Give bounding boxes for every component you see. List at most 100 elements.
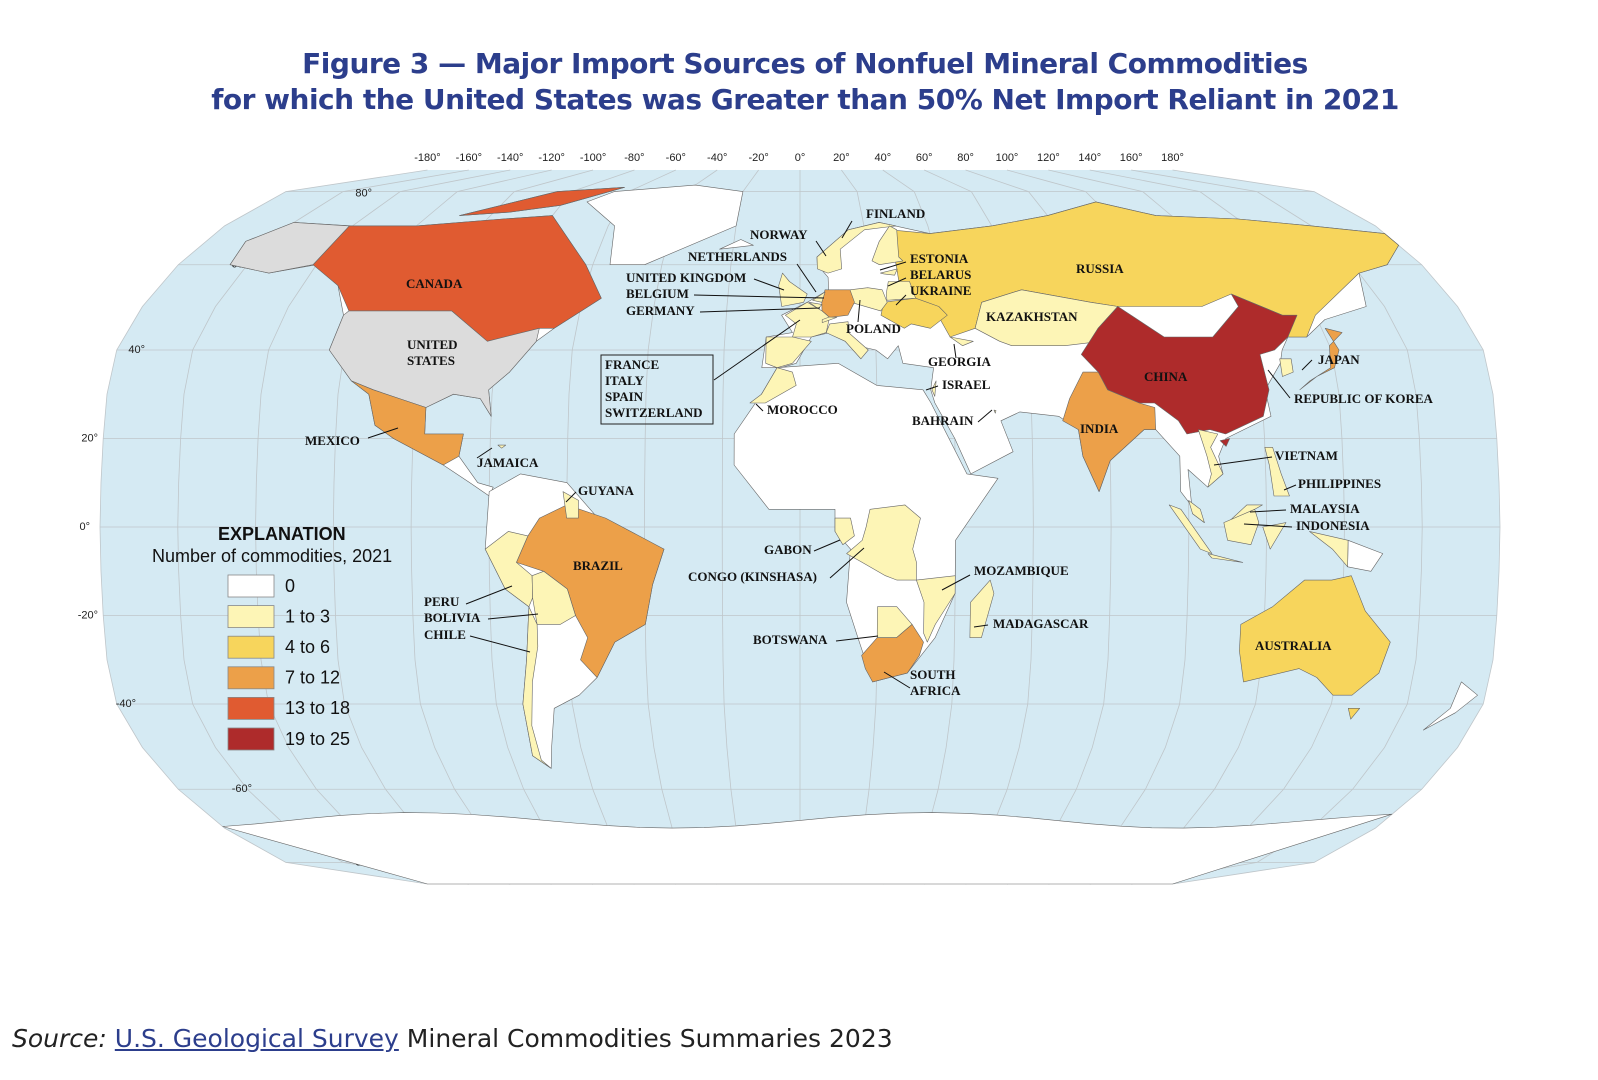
country-region	[1279, 358, 1294, 377]
leader-line	[883, 671, 911, 689]
country-label: MEXICO	[305, 433, 360, 448]
legend-label: 7 to 12	[285, 668, 340, 688]
country-label: INDIA	[1080, 421, 1119, 436]
leader-line	[941, 574, 971, 591]
leader-line	[841, 220, 853, 239]
leader-line	[755, 403, 764, 412]
leader-line	[1249, 509, 1287, 513]
leader-line	[1213, 456, 1273, 466]
leader-line	[973, 624, 989, 628]
country-label: PERU	[424, 594, 460, 609]
country-region	[531, 571, 576, 625]
country-region	[765, 336, 812, 368]
source-link[interactable]: U.S. Geological Survey	[114, 1024, 399, 1053]
longitude-label: -100°	[580, 152, 606, 164]
leader-line	[925, 385, 939, 391]
land	[222, 184, 1478, 885]
country-region	[351, 380, 464, 466]
legend-label: 13 to 18	[285, 698, 350, 718]
country-label: NETHERLANDS	[688, 249, 787, 264]
country-region	[562, 491, 579, 519]
country-label: RUSSIA	[1076, 261, 1124, 276]
longitude-label: -80°	[624, 152, 644, 164]
country-label: JAPAN	[1318, 352, 1360, 367]
country-label: GEORGIA	[928, 354, 991, 369]
legend-label: 4 to 6	[285, 637, 330, 657]
leader-line	[367, 427, 399, 439]
country-label: POLAND	[846, 321, 901, 336]
country-region	[825, 321, 869, 360]
longitude-label: 20°	[833, 152, 850, 164]
leader-line	[753, 278, 785, 291]
country-region	[993, 409, 997, 414]
world-map: -180° -160° -140° -120° -100° -80° -60° -40° -20…	[78, 152, 1501, 885]
country-region	[522, 606, 552, 769]
country-label: BRAZIL	[573, 558, 623, 573]
country-region	[916, 575, 956, 643]
leader-line	[1243, 523, 1293, 528]
legend-swatch	[227, 727, 275, 751]
leader-line	[813, 539, 841, 552]
leader-line	[829, 547, 865, 579]
country-region	[812, 291, 826, 303]
leader-line	[465, 585, 513, 605]
country-label: AFRICA	[910, 683, 961, 698]
leader-line	[1301, 359, 1313, 371]
country-region	[1239, 575, 1391, 696]
country-label: NORWAY	[750, 227, 808, 242]
country-region	[1423, 681, 1478, 731]
leader-line	[953, 343, 957, 359]
longitude-label: -20°	[748, 152, 768, 164]
country-label: AUSTRALIA	[1255, 638, 1332, 653]
country-label: SWITZERLAND	[605, 405, 703, 420]
legend-swatch	[227, 574, 275, 598]
country-region	[861, 624, 924, 683]
country-label: UNITED KINGDOM	[626, 270, 746, 285]
legend-swatch	[227, 697, 275, 720]
source-text: Mineral Commodities Summaries 2023	[406, 1024, 893, 1053]
country-label: UKRAINE	[910, 283, 971, 298]
country-label: CANADA	[406, 276, 463, 291]
longitude-label: -180°	[414, 152, 440, 164]
leader-line	[857, 299, 861, 323]
label-box	[600, 354, 714, 425]
legend-label: 1 to 3	[285, 606, 330, 626]
legend-swatch	[227, 666, 275, 690]
legend-label: 19 to 25	[285, 729, 350, 749]
country-region	[885, 281, 916, 301]
title: Figure 3 — Major Import Sources of Nonfu…	[0, 46, 1598, 118]
country-label: REPUBLIC OF KOREA	[1294, 391, 1434, 406]
country-region	[949, 336, 974, 346]
country-region	[586, 184, 744, 265]
country-label: FRANCE	[605, 357, 659, 372]
country-label: PHILIPPINES	[1298, 476, 1381, 491]
title-line: for which the United States was Greater …	[211, 83, 1399, 116]
country-region	[1348, 708, 1360, 720]
latitude-label: -20°	[78, 609, 98, 621]
country-label: KAZAKHSTAN	[986, 309, 1078, 324]
country-region	[719, 239, 754, 250]
country-label: ITALY	[605, 373, 645, 388]
country-label: INDONESIA	[1296, 518, 1370, 533]
latitude-label: -40°	[116, 698, 136, 710]
country-region	[1223, 509, 1260, 545]
country-label: MOZAMBIQUE	[974, 563, 1069, 578]
country-label: BOLIVIA	[424, 610, 481, 625]
country-region	[1198, 429, 1224, 488]
leader-line	[879, 261, 907, 271]
leader-line	[693, 294, 825, 299]
country-label: CHILE	[424, 627, 466, 642]
country-region	[871, 225, 904, 265]
country-label: ISRAEL	[942, 377, 991, 392]
latitude-label: 20°	[81, 432, 98, 444]
leader-line	[796, 263, 817, 293]
country-label: CONGO (KINSHASA)	[688, 569, 817, 584]
legend-title: EXPLANATION	[218, 524, 346, 544]
longitude-label: -160°	[456, 152, 482, 164]
legend-swatch	[227, 635, 275, 659]
country-label: FINLAND	[866, 206, 925, 221]
leader-line	[835, 635, 879, 642]
country-region	[1081, 293, 1298, 435]
longitude-label: 180°	[1161, 152, 1184, 164]
country-region	[749, 367, 797, 404]
